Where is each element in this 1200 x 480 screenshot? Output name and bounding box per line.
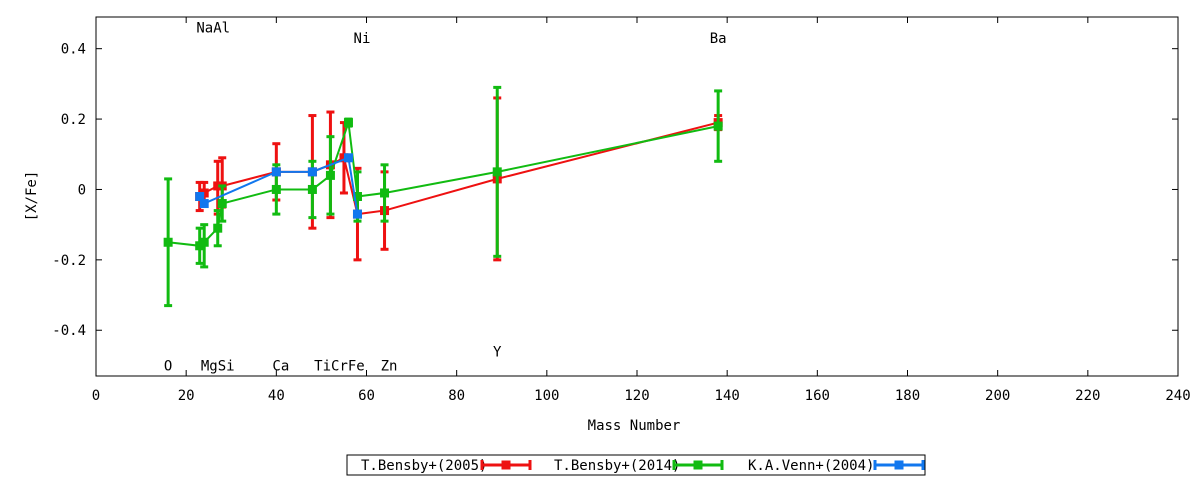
y-tick-label: 0.4 — [61, 42, 86, 58]
series-2 — [163, 85, 723, 308]
x-tick-label: 240 — [1165, 388, 1190, 404]
series-3 — [195, 153, 362, 219]
x-tick-label: 160 — [805, 388, 830, 404]
x-tick-label: 180 — [895, 388, 920, 404]
x-tick-label: 140 — [715, 388, 740, 404]
data-point — [307, 184, 317, 194]
series-layer — [163, 85, 723, 308]
legend-box — [346, 454, 926, 476]
element-label: Zn — [381, 358, 398, 374]
element-labels: O NaAl MgSi Ca TiCrFe Ni Zn Y Ba — [164, 21, 727, 375]
data-point — [380, 188, 390, 198]
data-point — [343, 153, 353, 163]
legend-label: T.Bensby+(2014) — [554, 458, 680, 474]
x-axis-title: Mass Number — [588, 418, 681, 434]
y-tick-label: -0.2 — [52, 253, 86, 269]
element-label: Y — [493, 344, 502, 360]
x-tick-label: 80 — [448, 388, 465, 404]
x-tick-label: 200 — [985, 388, 1010, 404]
x-tick-label: 20 — [178, 388, 195, 404]
legend-label: T.Bensby+(2005) — [361, 458, 487, 474]
element-label: MgSi — [201, 358, 235, 374]
data-point — [217, 199, 227, 209]
plot-frame — [95, 16, 1179, 377]
data-point — [199, 188, 209, 198]
element-label: O — [164, 358, 172, 374]
data-point — [713, 121, 723, 131]
data-point — [343, 118, 353, 128]
y-tick-labels: -0.4 -0.2 0 0.2 0.4 — [52, 42, 86, 340]
data-point — [271, 184, 281, 194]
x-tick-label: 220 — [1075, 388, 1100, 404]
data-point — [307, 167, 317, 177]
legend-label: K.A.Venn+(2004) — [748, 458, 874, 474]
element-label: NaAl — [196, 21, 230, 37]
data-point — [271, 167, 281, 177]
x-tick-label: 40 — [268, 388, 285, 404]
legend-marker — [501, 460, 511, 470]
data-point — [195, 192, 205, 201]
data-point — [199, 199, 209, 209]
element-label: Ca — [272, 358, 289, 374]
axis-ticks — [95, 17, 1179, 376]
data-point — [352, 209, 362, 219]
legend-marker — [693, 460, 703, 470]
element-label: Ni — [354, 31, 371, 47]
data-point — [339, 153, 349, 163]
element-label: Ba — [710, 31, 727, 47]
y-tick-label: 0.2 — [61, 112, 86, 128]
x-tick-label: 0 — [92, 388, 100, 404]
x-tick-label: 60 — [358, 388, 375, 404]
y-axis-title: [X/Fe] — [24, 171, 40, 222]
y-tick-label: 0 — [78, 182, 86, 198]
data-point — [213, 223, 223, 233]
legend-marker — [894, 460, 904, 470]
data-point — [213, 181, 223, 191]
data-point — [352, 192, 362, 201]
x-tick-label: 120 — [624, 388, 649, 404]
data-point — [163, 237, 173, 247]
data-point — [195, 241, 205, 251]
element-label: TiCrFe — [314, 358, 365, 374]
x-tick-label: 100 — [534, 388, 559, 404]
y-tick-label: -0.4 — [52, 323, 86, 339]
x-tick-labels: 0 20 40 60 80 100 120 140 160 180 200 220 240 — [92, 388, 1191, 404]
data-point — [325, 170, 335, 180]
legend: T.Bensby+(2005) T.Bensby+(2014) K.A.Venn+(… — [346, 454, 926, 476]
data-point — [492, 167, 502, 177]
data-point — [199, 237, 209, 247]
